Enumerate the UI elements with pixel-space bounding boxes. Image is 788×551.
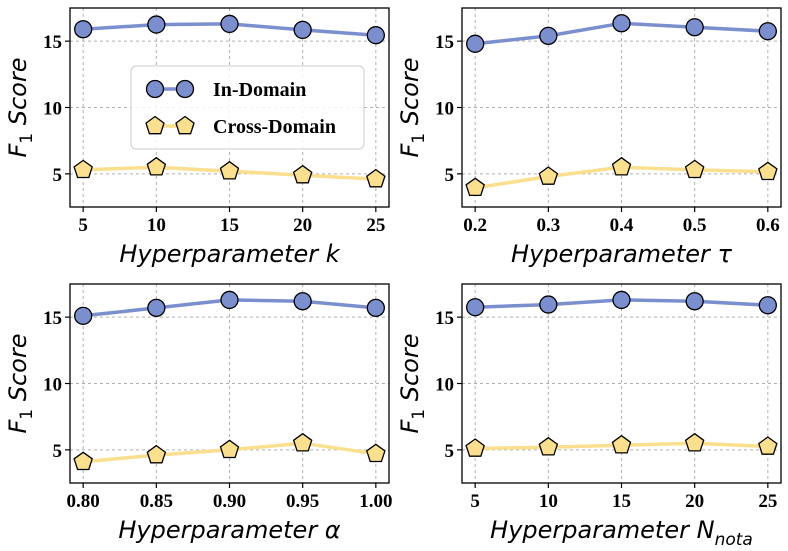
cross-domain-point bbox=[146, 156, 167, 176]
in-domain-point bbox=[74, 306, 93, 325]
in-domain-point bbox=[466, 298, 485, 317]
cross-domain-point bbox=[219, 160, 240, 180]
cross-domain-point bbox=[465, 438, 485, 457]
y-tick-label: 5 bbox=[53, 165, 63, 186]
x-tick-label: 0.6 bbox=[756, 215, 780, 236]
x-axis-label: Hyperparameter α bbox=[118, 516, 340, 544]
legend-marker-cross-domain bbox=[145, 115, 165, 135]
cross-domain-point bbox=[146, 444, 167, 464]
in-domain-point bbox=[539, 295, 558, 314]
x-tick-label: 10 bbox=[539, 491, 558, 512]
legend-marker-in-domain bbox=[175, 79, 195, 99]
y-tick-label: 15 bbox=[43, 308, 62, 329]
cross-domain-point bbox=[292, 432, 313, 452]
in-domain-point bbox=[147, 298, 166, 318]
x-tick-label: 0.3 bbox=[536, 215, 560, 236]
cross-domain-point bbox=[758, 436, 778, 455]
x-tick-label: 0.95 bbox=[286, 491, 319, 512]
cross-domain-point bbox=[758, 161, 778, 181]
x-tick-label: 5 bbox=[470, 491, 480, 512]
in-domain-point bbox=[293, 20, 312, 40]
y-tick-label: 5 bbox=[445, 441, 455, 462]
y-tick-label: 5 bbox=[53, 441, 63, 462]
x-tick-label: 10 bbox=[147, 215, 166, 236]
in-domain-point bbox=[612, 290, 631, 310]
in-domain-point bbox=[220, 14, 239, 34]
cross-domain-point bbox=[684, 432, 705, 452]
x-tick-label: 20 bbox=[293, 215, 312, 236]
y-axis-label: F1 Score bbox=[396, 333, 429, 433]
in-domain-point bbox=[758, 22, 777, 41]
in-domain-point bbox=[466, 34, 485, 53]
x-tick-label: 0.80 bbox=[67, 491, 100, 512]
panel-4: 5 10 15 20 25 5 10 15 Hyperparameter Nnota F1 Sco… bbox=[396, 283, 782, 550]
cross-domain-point bbox=[219, 439, 240, 459]
x-tick-label: 0.5 bbox=[683, 215, 707, 236]
y-tick-label: 15 bbox=[43, 32, 62, 53]
legend-label-in-domain: In-Domain bbox=[213, 79, 306, 101]
x-tick-label: 5 bbox=[78, 215, 88, 236]
in-domain-point bbox=[293, 292, 312, 311]
y-tick-label: 10 bbox=[43, 99, 62, 120]
in-domain-point bbox=[366, 298, 385, 318]
y-tick-label: 10 bbox=[435, 99, 454, 120]
x-tick-label: 0.90 bbox=[213, 491, 246, 512]
in-domain-point bbox=[147, 15, 166, 34]
legend-marker-in-domain bbox=[145, 79, 165, 99]
y-tick-label: 10 bbox=[435, 375, 454, 396]
in-domain-point bbox=[685, 18, 704, 37]
x-axis-label: Hyperparameter Nnota bbox=[490, 516, 753, 550]
in-domain-point bbox=[685, 292, 704, 311]
legend: In-Domain Cross-Domain bbox=[130, 65, 365, 150]
x-tick-label: 20 bbox=[685, 491, 704, 512]
panel-3: 0.80 0.85 0.90 0.95 1.00 5 10 15 Hyperparameter … bbox=[4, 283, 392, 544]
y-tick-label: 10 bbox=[43, 375, 62, 396]
y-tick-label: 15 bbox=[435, 32, 454, 53]
x-tick-label: 0.85 bbox=[140, 491, 173, 512]
in-domain-point bbox=[612, 14, 631, 33]
in-domain-point bbox=[74, 20, 93, 39]
y-axis-label: F1 Score bbox=[4, 333, 37, 433]
cross-domain-point bbox=[611, 156, 632, 176]
y-axis-label: F1 Score bbox=[396, 57, 429, 157]
cross-domain-point bbox=[73, 451, 93, 471]
in-domain-point bbox=[539, 26, 558, 46]
cross-domain-point bbox=[538, 166, 559, 185]
in-domain-point bbox=[220, 290, 239, 310]
panel-2: 0.2 0.3 0.4 0.5 0.6 5 10 15 Hyperparameter τ F1 S… bbox=[396, 7, 782, 268]
legend-label-cross-domain: Cross-Domain bbox=[213, 116, 336, 138]
cross-domain-point bbox=[611, 434, 632, 454]
x-axis-label: Hyperparameter τ bbox=[511, 240, 732, 268]
cross-domain-point bbox=[292, 164, 313, 184]
y-tick-label: 5 bbox=[445, 165, 455, 186]
x-tick-label: 0.4 bbox=[610, 215, 634, 236]
x-tick-label: 25 bbox=[366, 215, 385, 236]
x-tick-label: 0.2 bbox=[463, 215, 487, 236]
cross-domain-point bbox=[366, 168, 386, 188]
in-domain-point bbox=[758, 296, 777, 315]
x-axis-label: Hyperparameter k bbox=[119, 240, 340, 268]
y-tick-label: 15 bbox=[435, 308, 454, 329]
x-tick-label: 15 bbox=[612, 491, 631, 512]
y-axis-label: F1 Score bbox=[4, 57, 37, 157]
x-tick-label: 15 bbox=[220, 215, 239, 236]
cross-domain-point bbox=[684, 159, 705, 179]
panel-1: 5 10 15 20 25 5 10 15 Hyperparameter k F1 Score bbox=[4, 7, 390, 268]
cross-domain-point bbox=[366, 443, 386, 463]
cross-domain-point bbox=[538, 436, 559, 456]
x-tick-label: 25 bbox=[758, 491, 777, 512]
legend-marker-cross-domain bbox=[175, 115, 195, 135]
cross-domain-point bbox=[73, 159, 93, 179]
in-domain-point bbox=[366, 26, 385, 45]
cross-domain-point bbox=[465, 177, 485, 197]
x-tick-label: 1.00 bbox=[359, 491, 392, 512]
